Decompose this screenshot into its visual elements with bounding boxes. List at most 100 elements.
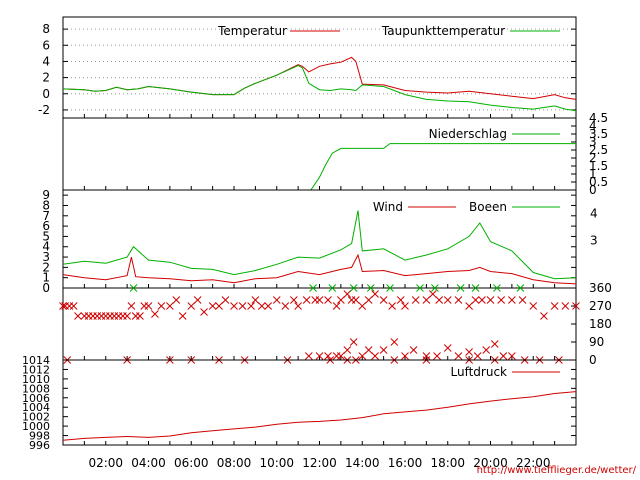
direction-point-stroke — [518, 296, 527, 304]
direction-point-stroke — [482, 346, 491, 354]
direction-point-stroke — [516, 284, 525, 292]
direction-point — [166, 302, 174, 310]
temp-ytick-label: 0 — [42, 87, 50, 101]
direction-point-stroke — [123, 312, 131, 320]
rain-legend-label-0: Niederschlag — [429, 127, 507, 141]
pressure-ytick-label: 1002 — [22, 411, 50, 424]
direction-point-stroke — [166, 302, 174, 310]
direction-point — [302, 296, 311, 304]
direction-point — [332, 302, 341, 310]
rain-ytick-label: 3 — [589, 135, 597, 149]
direction-point-stroke — [456, 284, 465, 292]
direction-point — [230, 302, 238, 310]
wind-series-wind — [62, 253, 577, 285]
direction-point — [411, 296, 420, 304]
direction-point-stroke — [473, 352, 482, 360]
direction-point — [386, 284, 394, 292]
direction-point-stroke — [324, 296, 332, 304]
direction-point — [221, 296, 230, 304]
direction-point-stroke — [435, 296, 444, 304]
x-tick-label: 06:00 — [174, 456, 209, 470]
rain-ytick-label: 4.5 — [589, 111, 608, 125]
x-tick-label: 10:00 — [259, 456, 294, 470]
temp-ytick-label: 6 — [42, 38, 50, 52]
direction-point — [337, 296, 345, 304]
watermark-url: http://www.tiefflieger.de/wetter/ — [476, 465, 636, 476]
direction-point — [493, 284, 501, 292]
x-tick-label: 08:00 — [217, 456, 252, 470]
direction-point-stroke — [443, 344, 452, 352]
direction-point — [435, 296, 444, 304]
direction-ytick-label: 360 — [589, 281, 612, 295]
direction-point-stroke — [272, 296, 281, 304]
direction-point — [136, 312, 144, 320]
pressure-ytick-label: 1012 — [22, 363, 50, 376]
direction-point-stroke — [540, 312, 548, 320]
wind-ytick-label: 4 — [42, 240, 50, 254]
direction-point-stroke — [508, 296, 516, 304]
direction-point-stroke — [289, 296, 298, 304]
direction-point — [572, 302, 580, 310]
direction-point — [157, 302, 166, 310]
direction-point-stroke — [221, 296, 230, 304]
direction-point — [364, 346, 373, 354]
direction-point — [422, 296, 431, 304]
direction-point-stroke — [364, 296, 373, 304]
direction-point-stroke — [193, 296, 202, 304]
pressure-ytick-label: 1004 — [22, 401, 50, 414]
direction-point — [309, 284, 317, 292]
rain-ytick-label: 1 — [589, 167, 597, 181]
direction-point-stroke — [208, 302, 217, 310]
direction-point — [208, 302, 217, 310]
direction-point — [315, 296, 324, 304]
direction-point — [388, 302, 397, 310]
wind-ytick-label: 5 — [42, 229, 50, 243]
direction-frame — [62, 287, 577, 361]
direction-point — [358, 352, 367, 360]
direction-point-stroke — [151, 310, 159, 318]
direction-point-stroke — [358, 352, 367, 360]
direction-point — [396, 296, 405, 304]
direction-point — [518, 296, 527, 304]
direction-point-stroke — [465, 302, 473, 310]
direction-point-stroke — [401, 302, 409, 310]
direction-point — [379, 296, 388, 304]
direction-point-stroke — [157, 302, 166, 310]
direction-point-stroke — [471, 296, 480, 304]
rain-ytick-label: 1.5 — [589, 159, 608, 173]
direction-point — [486, 296, 495, 304]
rain-series-niederschlag — [310, 143, 576, 191]
direction-point — [337, 352, 345, 360]
wind-ytick-label: 9 — [42, 188, 50, 202]
pressure-ytick-label: 998 — [29, 430, 50, 443]
direction-point — [200, 308, 208, 316]
direction-point-stroke — [358, 302, 367, 310]
direction-point — [281, 302, 290, 310]
direction-point — [409, 346, 418, 354]
wind-ytick-label: 0 — [42, 281, 50, 295]
rain-ytick-label: 3.5 — [589, 127, 608, 141]
direction-point — [351, 296, 360, 304]
direction-point — [324, 296, 332, 304]
direction-point-stroke — [247, 302, 255, 310]
direction-ytick-label: 270 — [589, 299, 612, 313]
direction-point — [401, 302, 409, 310]
direction-point-stroke — [264, 302, 273, 310]
direction-point — [343, 346, 352, 354]
direction-point — [465, 348, 473, 356]
direction-point-stroke — [443, 296, 452, 304]
temp-legend-label-0: Temperatur — [217, 24, 287, 38]
pressure-ytick-label: 1006 — [22, 392, 50, 405]
direction-point — [431, 284, 439, 292]
x-tick-label: 16:00 — [388, 456, 423, 470]
direction-point-stroke — [251, 296, 260, 304]
direction-point-stroke — [431, 284, 439, 292]
direction-point-stroke — [144, 302, 153, 310]
direction-point — [428, 290, 437, 298]
direction-point — [550, 302, 559, 310]
direction-ytick-label: 90 — [589, 335, 604, 349]
direction-point-stroke — [396, 296, 405, 304]
direction-point-stroke — [416, 284, 424, 292]
direction-point — [443, 296, 452, 304]
direction-point-stroke — [281, 302, 290, 310]
